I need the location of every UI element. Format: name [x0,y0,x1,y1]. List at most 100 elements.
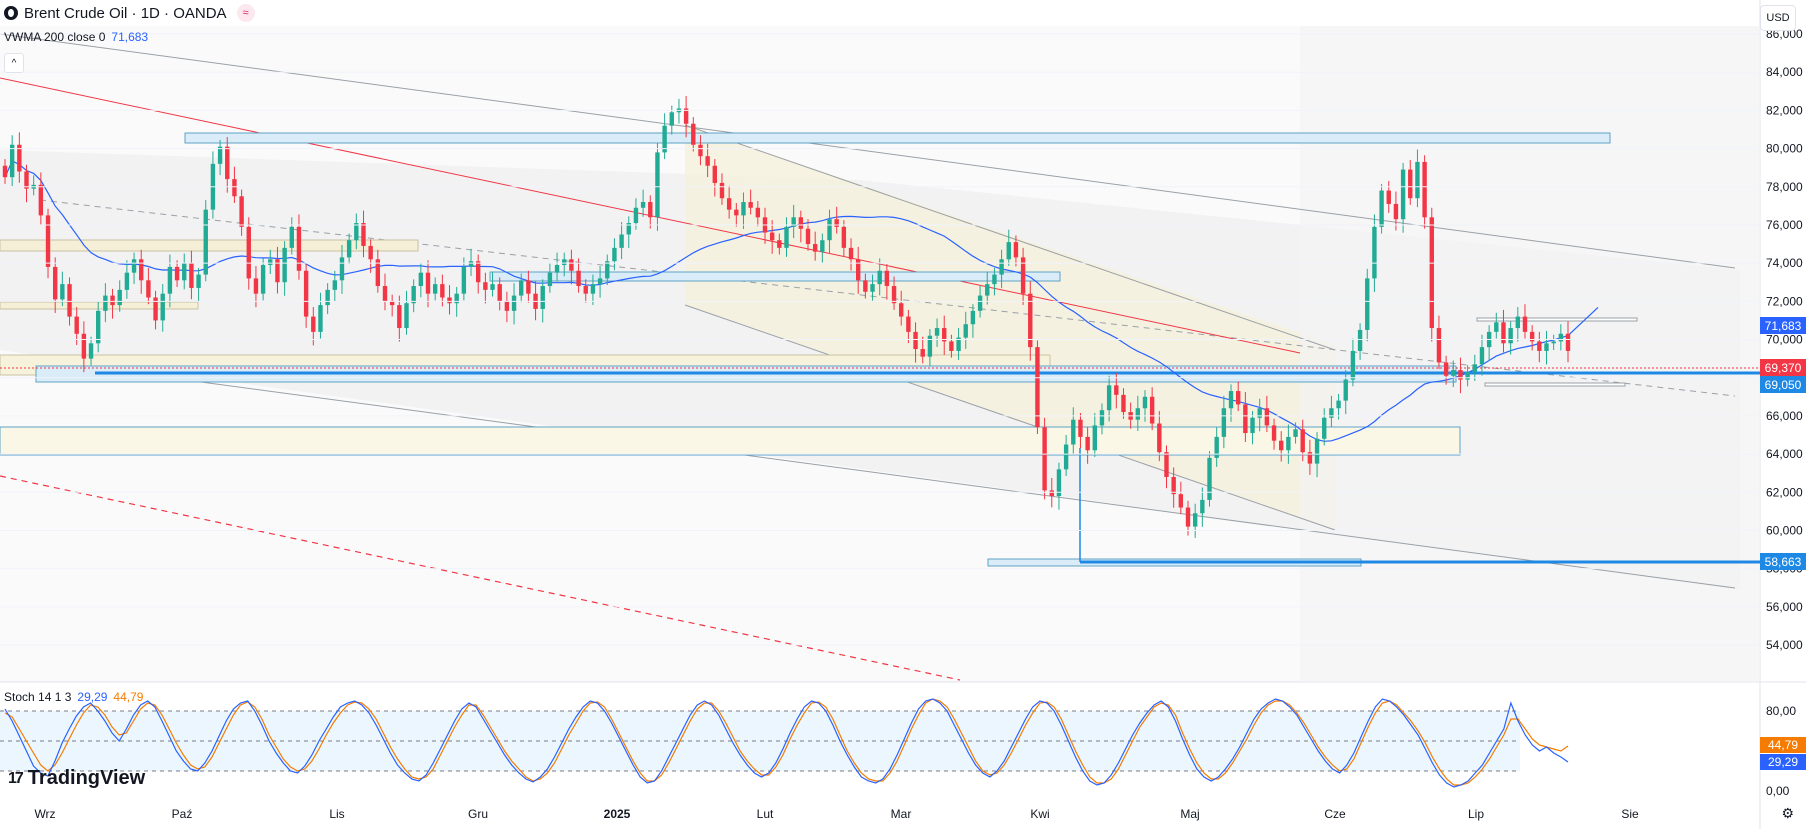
candle-down [17,144,22,172]
candle-up [1365,278,1370,330]
candle-up [977,295,983,311]
candle-up [282,247,287,283]
candle-down [232,179,237,197]
candle-up [1221,408,1227,437]
candle-down [891,286,897,304]
candle-down [1035,347,1040,428]
currency-selector[interactable]: USD [1760,5,1796,31]
stoch-legend[interactable]: Stoch 14 1 3 29,29 44,79 [4,690,143,704]
candle-down [841,226,847,248]
candle-down [146,280,151,298]
price-tick-label: 54,000 [1766,638,1803,652]
candle-down [1429,217,1434,329]
candle-up [655,152,660,218]
candle-up [124,272,130,290]
stoch-label-k: 29,29 [1768,755,1798,769]
time-tick-label: Mar [891,807,912,821]
candle-up [103,295,108,311]
candle-up [1544,343,1549,351]
candle-up [1451,370,1456,376]
stoch-d-line [4,698,1569,786]
candle-down [942,328,947,342]
candle-down [483,282,488,290]
candle-up [870,284,875,292]
candle-up [1207,457,1212,500]
time-tick-label: Lis [329,807,344,821]
candle-down [1185,507,1191,527]
wave-icon[interactable]: ≈ [236,4,255,22]
candle-up [590,284,596,294]
currency-label: USD [1766,12,1790,24]
candle-up [1071,419,1076,445]
candle-down [110,295,115,306]
tradingview-logo[interactable]: 17 TradingView [8,767,145,790]
chart-title[interactable]: Brent Crude Oil · 1D · OANDA [24,4,227,22]
time-tick-label: Paź [172,807,193,821]
candle-up [741,202,746,216]
candle-down [1264,408,1270,426]
candle-down [1271,425,1277,441]
candle-up [633,207,639,224]
candle-down [1436,328,1442,363]
candle-down [1235,391,1241,405]
resistance-zone-82 [184,132,1611,144]
candle-up [597,278,603,285]
price-tick-label: 84,000 [1766,65,1803,79]
candle-down [139,259,144,281]
candle-down [719,182,725,199]
candle-up [354,223,359,241]
candle-up [1551,341,1556,344]
candle-down [1529,331,1535,342]
wedge-upper-line [684,124,1336,351]
candle-down [1178,494,1184,508]
candle-down [239,196,244,227]
candle-up [1314,438,1320,464]
candle-down [949,341,954,351]
candle-down [24,171,29,189]
candle-down [1501,322,1506,344]
stoch-tick-0: 0,00 [1766,784,1790,798]
tradingview-logo-text: TradingView [27,767,146,789]
candle-up [605,261,610,279]
time-tick-label: Lut [757,807,774,821]
stoch-k-value: 29,29 [77,690,108,704]
candle-down [382,286,388,302]
candle-up [1343,379,1348,401]
stoch-axis: 80,00 0,00 44,79 29,29 [1760,704,1806,798]
candle-down [855,259,861,281]
symbol-icon [4,6,18,20]
candle-down [397,305,402,329]
candle-up [877,270,882,285]
candle-down [755,207,761,218]
candle-down [368,245,373,260]
candle-up [418,272,424,287]
candle-down [1013,242,1019,258]
candle-up [791,217,796,227]
collapse-legend-button[interactable]: ^ [4,53,24,73]
candle-up [1293,429,1298,437]
candle-up [160,293,165,321]
candle-down [734,209,739,216]
price-label-vwma: 71,683 [1760,317,1806,334]
candle-up [927,335,933,357]
candle-up [1494,322,1499,332]
supply-zone-left-small [0,301,199,310]
zone-68-right [1484,382,1626,387]
candle-up [1479,347,1485,365]
candle-down [361,223,366,246]
settings-gear-icon[interactable]: ⚙ [1781,805,1794,821]
candle-down [153,297,158,321]
candle-down [1458,370,1463,380]
candle-down [848,247,854,260]
stoch-label: Stoch 14 1 3 [4,690,72,704]
candle-up [554,265,560,273]
candle-up [131,259,137,273]
price-tick-label: 60,000 [1766,523,1803,537]
indicator-legend[interactable]: VWMA 200 close 0 71,683 [4,30,148,44]
candle-up [117,289,122,306]
price-tick-label: 82,000 [1766,103,1803,117]
candle-up [963,324,968,338]
candle-down [1565,333,1571,351]
candle-up [260,265,266,294]
